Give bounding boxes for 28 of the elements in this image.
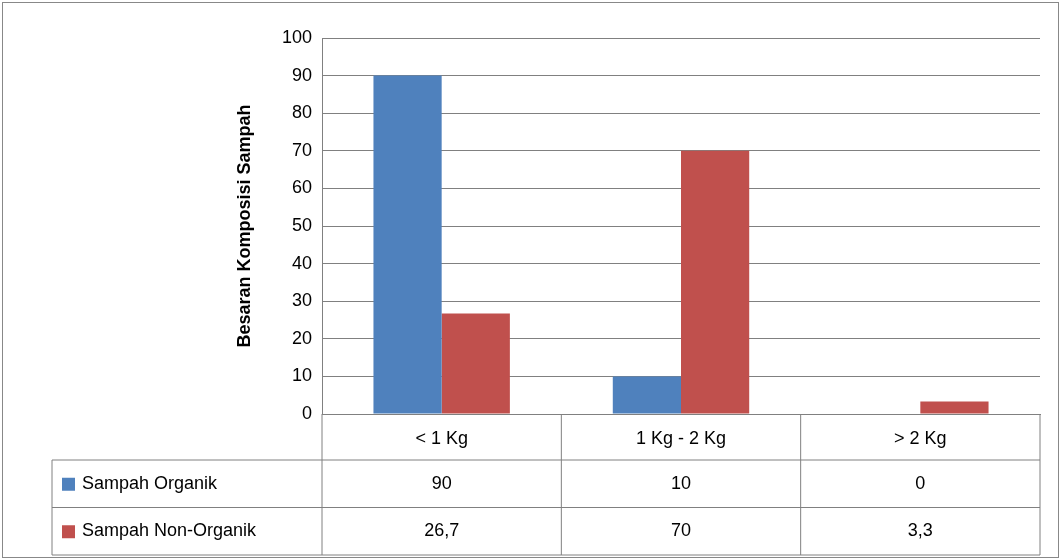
- y-tick-label: 50: [291, 214, 312, 235]
- bar: [612, 376, 681, 414]
- x-tick-label: > 2 Kg: [894, 427, 947, 448]
- legend-label: Sampah Non-Organik: [82, 520, 258, 541]
- x-tick-label: < 1 Kg: [415, 427, 468, 448]
- y-tick-label: 20: [291, 327, 312, 348]
- data-label: 3,3: [907, 520, 933, 541]
- y-tick-label: 0: [301, 402, 312, 423]
- y-tick-label: 10: [291, 365, 312, 386]
- bar: [681, 150, 750, 414]
- bar: [920, 401, 989, 414]
- data-label: 26,7: [424, 520, 460, 541]
- y-tick-label: 90: [291, 64, 312, 85]
- y-axis-title: Besaran Komposisi Sampah: [233, 104, 254, 348]
- data-label: 90: [431, 472, 452, 493]
- bar: [441, 313, 510, 414]
- y-tick-label: 40: [291, 252, 312, 273]
- y-tick-label: 30: [291, 290, 312, 311]
- y-tick-label: 100: [281, 26, 312, 47]
- y-tick-label: 80: [291, 102, 312, 123]
- bar: [373, 75, 442, 414]
- x-tick-label: 1 Kg - 2 Kg: [635, 427, 727, 448]
- data-label: 10: [670, 472, 692, 493]
- legend-label: Sampah Organik: [82, 472, 219, 493]
- y-tick-label: 70: [291, 139, 312, 160]
- data-label: 0: [915, 472, 926, 493]
- data-label: 70: [670, 520, 692, 541]
- y-tick-label: 60: [291, 177, 312, 198]
